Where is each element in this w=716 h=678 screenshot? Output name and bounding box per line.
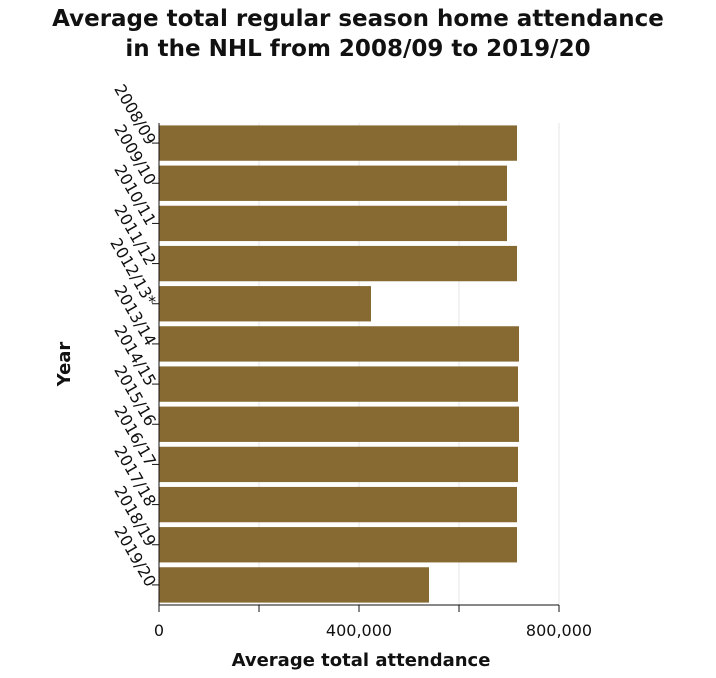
bar-5: [159, 326, 519, 362]
bar-0: [159, 125, 517, 161]
bar-7: [159, 406, 519, 442]
x-tick-label-2: 400,000: [326, 621, 392, 640]
bar-3: [159, 245, 517, 282]
bar-4: [159, 286, 371, 322]
bar-2: [159, 205, 507, 242]
y-axis-title: Year: [54, 342, 75, 388]
chart-title-line-2: in the NHL from 2008/09 to 2019/20: [125, 36, 591, 62]
bar-8: [159, 446, 518, 483]
x-tick-label-4: 800,000: [526, 621, 592, 640]
bar-6: [159, 366, 518, 402]
bar-11: [159, 567, 429, 603]
bar-9: [159, 486, 517, 523]
x-axis-title: Average total attendance: [232, 650, 491, 671]
chart-title: Average total regular season home attend…: [0, 4, 716, 64]
bar-10: [159, 527, 517, 563]
chart-title-line-1: Average total regular season home attend…: [52, 6, 664, 32]
x-tick-label-0: 0: [154, 621, 164, 640]
bar-1: [159, 165, 507, 201]
